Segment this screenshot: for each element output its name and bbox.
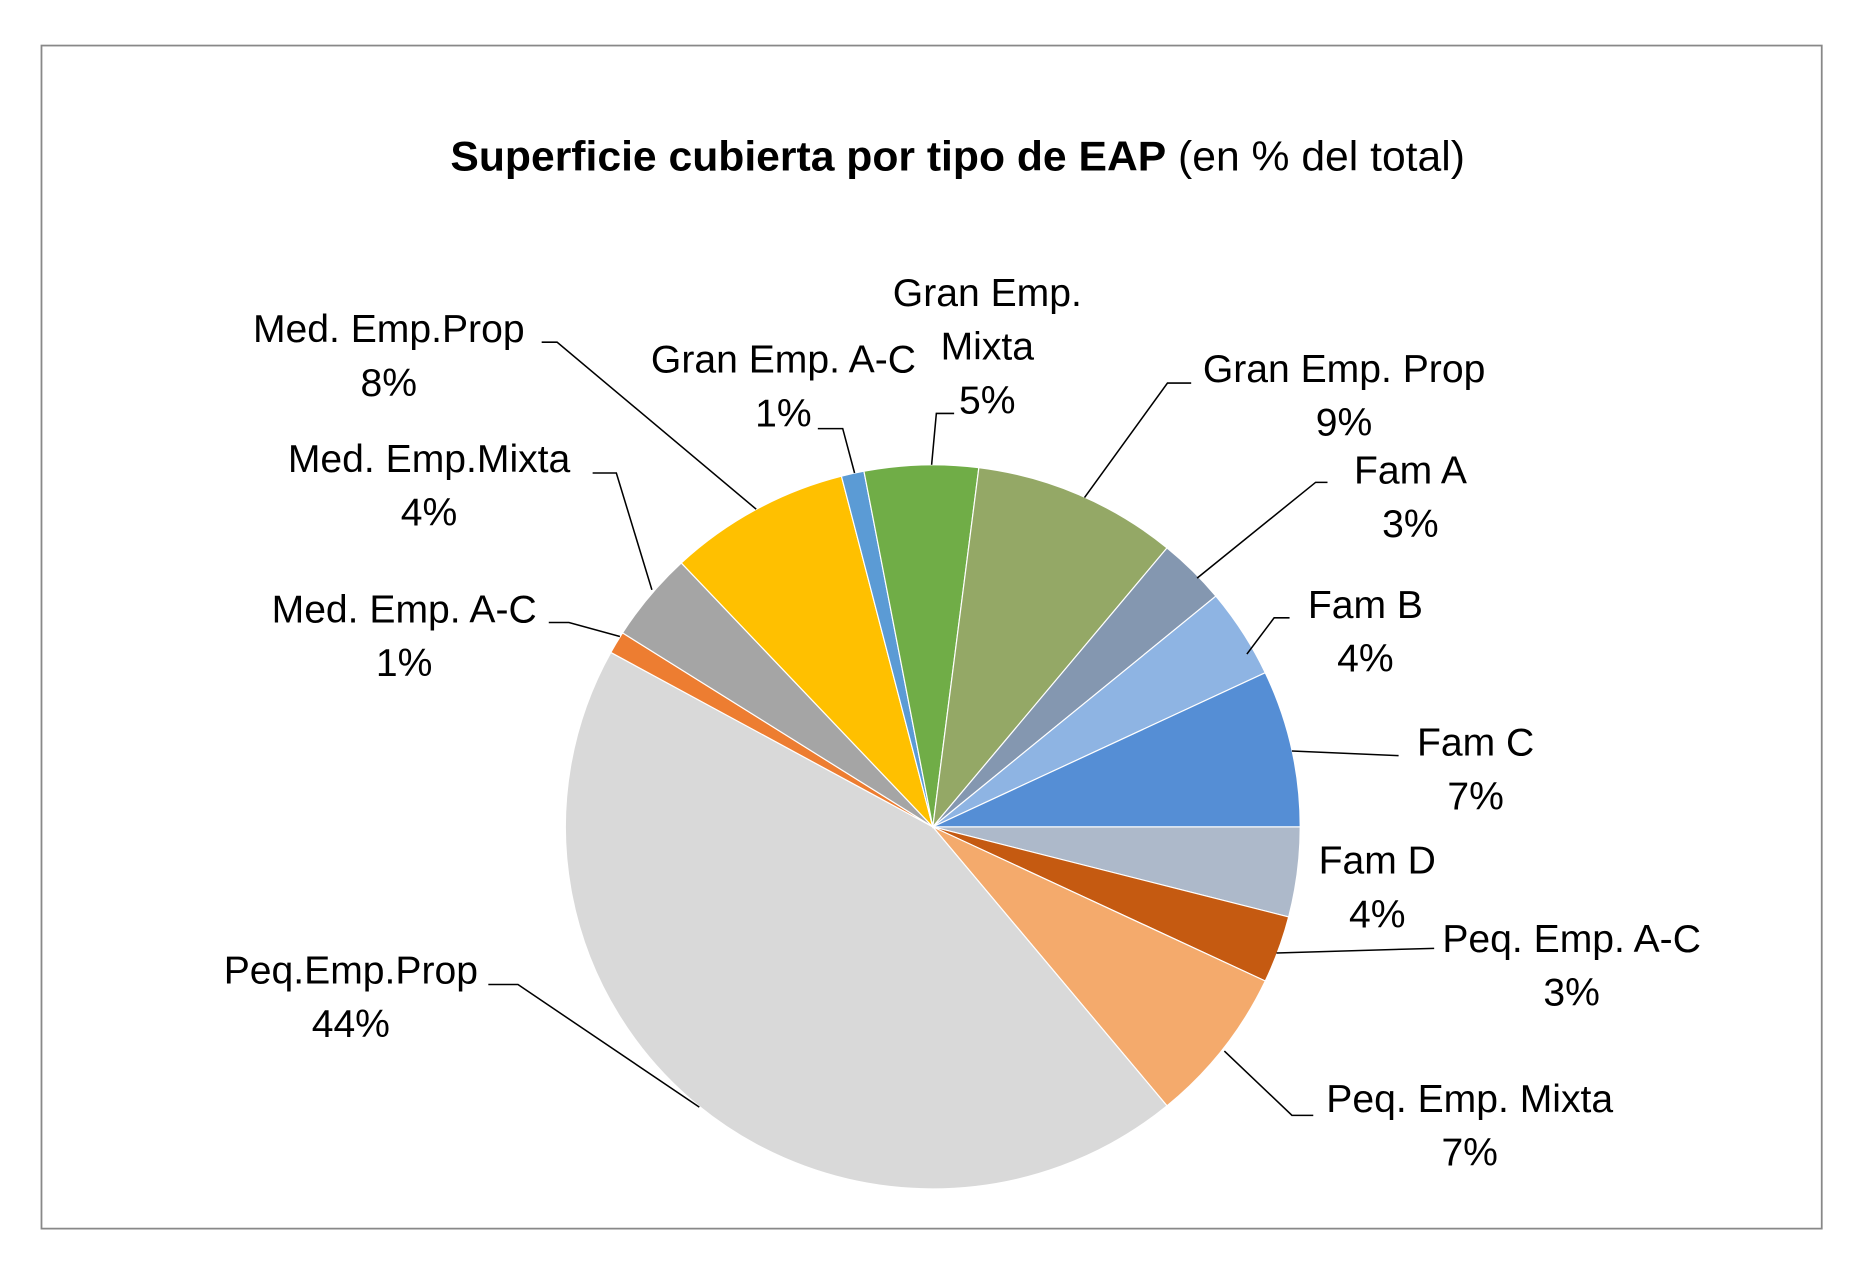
- data-label-category: Med. Emp.Mixta: [288, 438, 571, 481]
- data-label-value: 5%: [959, 380, 1016, 423]
- data-label-gran-emp-mixta: Gran Emp. Mixta 5%: [893, 272, 1082, 422]
- data-label-value: 44%: [312, 1003, 390, 1046]
- data-label-value: 4%: [401, 492, 458, 535]
- pie-slice-gran-emp-prop: [931, 467, 1168, 829]
- leader-line-med-emp-prop: [541, 341, 757, 510]
- leader-line-gran-emp-prop: [1083, 382, 1192, 498]
- data-label-fam-c: Fam C 7%: [1417, 722, 1534, 818]
- data-label-category: Peq. Emp. A-C: [1442, 918, 1701, 961]
- chart-title-normal: (en % del total): [1178, 133, 1465, 180]
- data-label-value: 8%: [361, 362, 418, 405]
- chart-title: Superficie cubierta por tipo de EAP (en %…: [450, 133, 1465, 180]
- leader-line-fam-b: [1246, 617, 1290, 655]
- data-label-category: Peq. Emp. Mixta: [1326, 1078, 1613, 1121]
- leader-line-peq-emp-mixta: [1223, 1050, 1314, 1117]
- leader-line-fam-a: [1196, 481, 1328, 579]
- data-label-category: Mixta: [941, 326, 1035, 369]
- data-label-med-emp-a-c: Med. Emp. A-C 1%: [272, 589, 537, 685]
- data-label-fam-d: Fam D 4%: [1319, 840, 1436, 936]
- data-label-category: Fam A: [1354, 450, 1467, 493]
- data-label-med-emp-prop: Med. Emp.Prop 8%: [253, 308, 525, 404]
- data-label-category: Fam C: [1417, 722, 1534, 765]
- leader-line-med-emp-a-c: [548, 621, 621, 638]
- data-label-fam-a: Fam A 3%: [1354, 450, 1467, 546]
- data-label-category: Gran Emp. A-C: [651, 339, 916, 382]
- data-label-value: 9%: [1316, 402, 1373, 445]
- leader-line-gran-emp-mixta: [930, 412, 955, 465]
- data-label-value: 7%: [1447, 776, 1504, 819]
- data-label-med-emp-mixta: Med. Emp.Mixta 4%: [288, 438, 571, 534]
- data-label-value: 1%: [755, 393, 812, 436]
- data-label-category: Peq.Emp.Prop: [224, 950, 478, 993]
- data-label-value: 4%: [1349, 894, 1406, 937]
- data-label-category: Gran Emp. Prop: [1203, 348, 1485, 391]
- data-label-value: 1%: [376, 642, 433, 685]
- data-label-category: Med. Emp.Prop: [253, 308, 525, 351]
- data-label-category: Fam B: [1308, 584, 1423, 627]
- data-label-gran-emp-a-c: Gran Emp. A-C 1%: [651, 339, 916, 435]
- pie-slice-fam-c: [932, 671, 1301, 828]
- data-label-category: Fam D: [1319, 840, 1436, 883]
- data-label-value: 7%: [1441, 1132, 1498, 1175]
- data-label-value: 3%: [1382, 503, 1439, 546]
- data-label-value: 4%: [1337, 638, 1394, 681]
- data-label-value: 3%: [1543, 972, 1600, 1015]
- data-label-fam-b: Fam B 4%: [1308, 584, 1423, 680]
- data-label-category: Med. Emp. A-C: [272, 589, 537, 632]
- leader-line-med-emp-mixta: [592, 472, 653, 591]
- data-label-peq-emp-a-c: Peq. Emp. A-C 3%: [1442, 918, 1701, 1014]
- data-label-category: Gran Emp.: [893, 272, 1082, 315]
- leader-line-gran-emp-a-c: [817, 427, 856, 474]
- data-label-peq-emp-prop: Peq.Emp.Prop 44%: [224, 950, 478, 1046]
- leader-line-peq-emp-a-c: [1276, 947, 1435, 954]
- data-label-gran-emp-prop: Gran Emp. Prop 9%: [1203, 348, 1485, 444]
- pie-slice-peq-emp-mixta: [932, 826, 1267, 1107]
- chart-title-bold: Superficie cubierta por tipo de EAP: [450, 133, 1166, 180]
- leader-line-peq-emp-prop: [488, 983, 700, 1108]
- leader-line-fam-c: [1291, 750, 1399, 757]
- data-label-peq-emp-mixta: Peq. Emp. Mixta 7%: [1326, 1078, 1613, 1174]
